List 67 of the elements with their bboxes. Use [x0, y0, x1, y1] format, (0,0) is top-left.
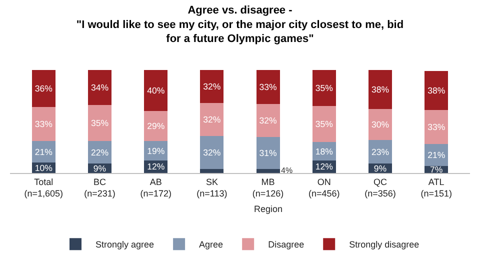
bar [32, 107, 56, 142]
data-label: 35% [90, 118, 109, 128]
chart-subtitle: "I would like to see my city, or the major city closest to me, bid for a future Olympic games" [76, 18, 404, 46]
chart-title: Agree vs. disagree - [188, 4, 293, 16]
data-label: 19% [147, 146, 165, 156]
bar [200, 168, 224, 173]
data-label: 38% [371, 84, 390, 94]
data-label: 12% [315, 162, 334, 172]
data-label: 32% [203, 147, 221, 158]
x-tick-label: QC (n=356) [364, 176, 396, 198]
bar [88, 70, 112, 106]
bar [200, 70, 224, 103]
bar [88, 105, 112, 142]
data-label: 29% [147, 121, 165, 132]
data-label: 32% [259, 115, 278, 126]
bar [368, 109, 392, 140]
data-label: 32% [203, 114, 221, 124]
x-tick-label: Total (n=1,605) [24, 176, 64, 198]
legend-label: Strongly disagree [349, 240, 420, 250]
data-label: 9% [374, 163, 387, 174]
legend-label: Disagree [268, 240, 304, 250]
data-label: 40% [147, 86, 165, 96]
bar [256, 136, 280, 169]
x-tick-label: AB (n=172) [140, 176, 172, 198]
data-label: 36% [34, 83, 53, 94]
data-label: 31% [259, 148, 278, 158]
data-label: 7% [430, 164, 443, 174]
data-label: 33% [34, 119, 53, 129]
bar [368, 70, 392, 110]
bar [200, 102, 224, 136]
bar [32, 70, 56, 108]
data-label: 34% [90, 82, 109, 92]
bar [200, 136, 224, 169]
bar [256, 168, 280, 173]
bar [424, 110, 448, 144]
x-tick-label: SK (n=113) [196, 176, 228, 198]
bar [312, 70, 336, 106]
data-label: 12% [147, 162, 165, 172]
bar [144, 111, 168, 142]
data-label: 35% [315, 119, 334, 129]
data-label: 38% [428, 86, 446, 96]
data-label: 30% [371, 120, 390, 130]
bar [424, 71, 448, 110]
data-label: 9% [93, 163, 106, 174]
bar [312, 106, 336, 142]
bar [144, 70, 168, 112]
data-label: 33% [259, 82, 278, 92]
data-label: 33% [428, 122, 446, 132]
bar [256, 104, 280, 137]
x-tick-label: MB (n=126) [252, 176, 284, 198]
bar [256, 70, 280, 104]
data-label: 10% [34, 162, 53, 173]
data-label: 18% [315, 146, 334, 156]
data-label: 32% [203, 81, 221, 92]
legend-label: Strongly agree [96, 240, 154, 250]
legend-label: Agree [199, 240, 224, 250]
x-tick-label: ATL (n=151) [420, 176, 452, 198]
data-label: 21% [428, 150, 446, 160]
x-tick-label: ON (n=456) [308, 176, 340, 198]
data-label: 35% [315, 82, 334, 93]
bar [424, 144, 448, 166]
data-label: 4% [281, 166, 293, 175]
data-label: 23% [371, 146, 390, 157]
data-label: 22% [90, 147, 109, 158]
data-label: 21% [34, 146, 53, 157]
x-axis-title: Region [254, 204, 283, 214]
x-tick-label: BC (n=231) [84, 176, 116, 198]
